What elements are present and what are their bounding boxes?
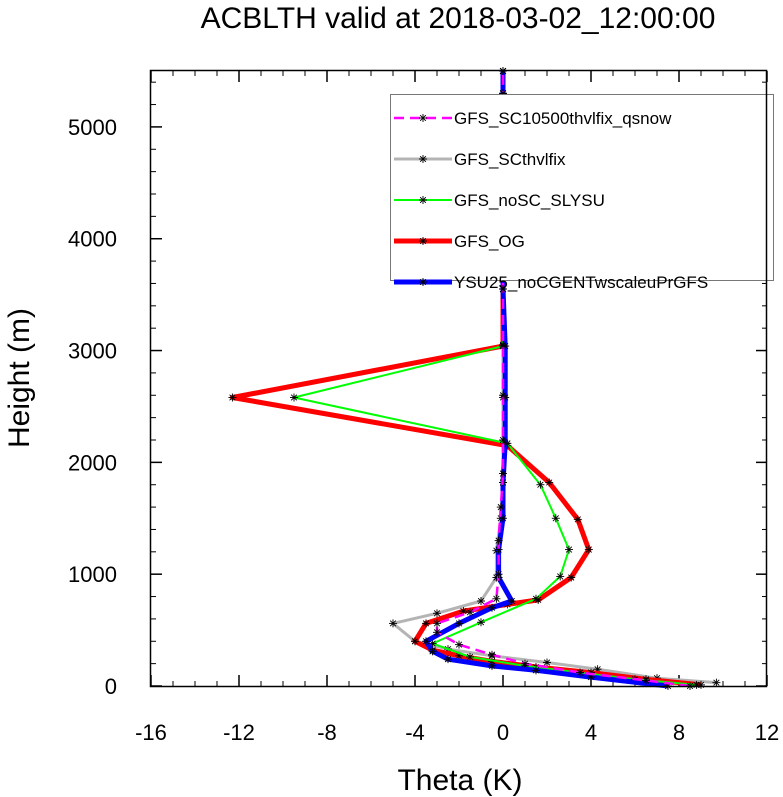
legend-marker [419, 114, 427, 122]
y-tick-label: 0 [105, 674, 117, 699]
data-point-marker [492, 594, 501, 603]
data-point-marker [576, 668, 584, 677]
data-point-marker [488, 650, 496, 659]
x-tick-label: 8 [673, 720, 685, 745]
y-tick-label: 1000 [68, 562, 117, 587]
data-point-marker [543, 658, 551, 667]
data-point-marker [494, 545, 503, 554]
data-point-marker [499, 285, 507, 294]
data-point-marker [573, 515, 582, 524]
data-point-marker [499, 391, 507, 400]
data-point-marker [290, 393, 298, 402]
data-point-marker [499, 469, 507, 478]
legend-label: GFS_OG [454, 232, 525, 251]
data-point-marker [488, 603, 496, 612]
legend-entry: GFS_SCthvlfix [394, 150, 566, 169]
data-point-marker [466, 652, 474, 661]
data-point-marker [411, 637, 419, 646]
x-tick-label: -12 [223, 720, 255, 745]
data-point-marker [477, 597, 485, 606]
legend-entry: GFS_noSC_SLYSU [394, 191, 605, 210]
data-point-marker [433, 619, 441, 628]
data-point-marker [532, 594, 540, 603]
data-point-marker [422, 637, 430, 646]
legend-entry: GFS_OG [394, 232, 525, 251]
legend-marker [419, 278, 427, 286]
data-point-marker [494, 536, 503, 545]
x-tick-label: 12 [755, 720, 779, 745]
x-tick-label: -4 [405, 720, 425, 745]
data-point-marker [488, 661, 496, 670]
data-point-marker [389, 619, 397, 628]
legend-label: GFS_SCthvlfix [454, 150, 566, 169]
data-point-marker [433, 609, 441, 618]
data-point-marker [712, 678, 721, 687]
legend-marker [419, 155, 427, 163]
data-point-marker [692, 680, 701, 689]
data-point-marker [433, 628, 441, 637]
data-point-marker [556, 572, 565, 581]
data-point-marker [422, 619, 430, 628]
data-point-marker [496, 503, 505, 512]
y-tick-label: 3000 [68, 339, 117, 364]
x-axis-label: Theta (K) [397, 764, 522, 797]
data-point-marker [455, 619, 463, 628]
data-point-marker [228, 393, 237, 402]
y-tick-label: 2000 [68, 450, 117, 475]
data-point-marker [545, 478, 554, 487]
legend-marker [419, 196, 427, 204]
data-point-marker [494, 570, 503, 579]
y-tick-label: 5000 [68, 115, 117, 140]
legend-marker [419, 237, 427, 245]
data-point-marker [567, 573, 576, 582]
y-axis-label: Height (m) [3, 308, 36, 448]
data-point-marker [536, 480, 545, 489]
y-tick-label: 4000 [68, 227, 117, 252]
legend-entry: GFS_SC10500thvlfix_qsnow [394, 109, 672, 128]
data-point-marker [507, 597, 516, 606]
x-tick-label: 4 [585, 720, 597, 745]
chart-title: ACBLTH valid at 2018-03-02_12:00:00 [201, 2, 716, 35]
data-point-marker [584, 545, 593, 554]
legend: GFS_SC10500thvlfix_qsnow GFS_SCthvlfix GFS… [390, 94, 774, 292]
data-point-marker [477, 618, 485, 627]
x-tick-label: 0 [497, 720, 509, 745]
legend-label: GFS_noSC_SLYSU [454, 191, 605, 210]
data-point-marker [532, 666, 540, 675]
data-point-marker [642, 676, 650, 685]
data-point-marker [551, 514, 560, 523]
plot-frame [149, 69, 768, 688]
data-point-marker [499, 436, 507, 444]
data-point-marker [466, 608, 474, 617]
data-point-marker [565, 545, 573, 554]
legend-entry: YSU25_noCGENTwscaleuPrGFS [394, 273, 708, 292]
data-point-marker [499, 340, 507, 349]
data-point-marker [455, 640, 463, 649]
x-tick-label: -8 [317, 720, 337, 745]
legend-label: YSU25_noCGENTwscaleuPrGFS [454, 273, 708, 292]
data-point-marker [428, 647, 437, 656]
legend-label: GFS_SC10500thvlfix_qsnow [454, 109, 672, 128]
x-tick-label: -16 [135, 720, 167, 745]
data-point-marker [521, 659, 529, 668]
data-point-marker [444, 655, 452, 664]
legend-box [390, 94, 774, 281]
